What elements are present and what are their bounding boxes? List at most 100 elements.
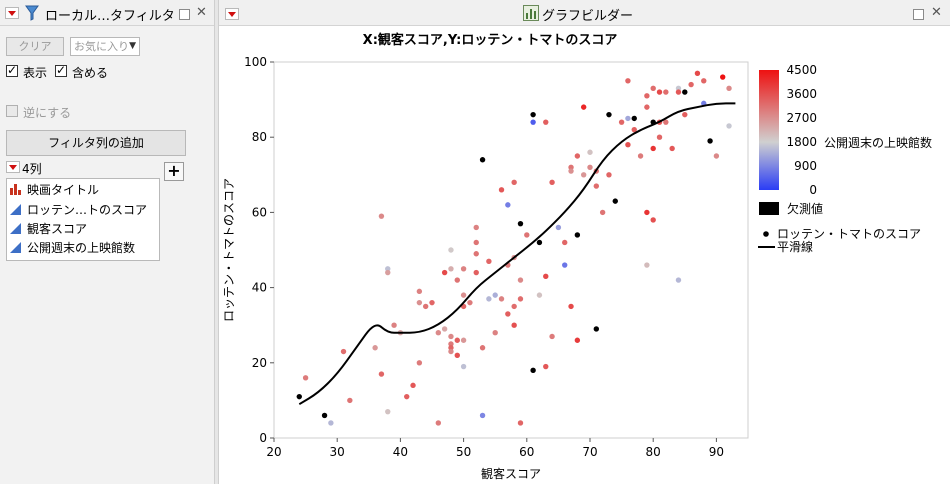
columns-menu-icon[interactable] — [6, 161, 20, 173]
x-tick-label: 80 — [646, 445, 661, 459]
data-point — [618, 119, 625, 125]
data-point — [517, 420, 524, 426]
data-point — [543, 273, 549, 280]
data-point — [473, 251, 479, 257]
data-point — [587, 164, 593, 170]
data-point — [454, 352, 460, 358]
continuous-triangle-icon — [10, 204, 21, 215]
graph-builder-icon — [523, 5, 539, 21]
data-point — [441, 269, 448, 276]
data-point — [650, 85, 656, 92]
data-point — [517, 277, 524, 283]
data-point — [707, 138, 713, 144]
favorites-dropdown[interactable]: お気に入り ▼ — [70, 37, 140, 56]
close-icon[interactable]: ✕ — [931, 5, 942, 20]
data-point — [650, 217, 656, 223]
data-point — [517, 220, 524, 227]
add-column-plus-icon[interactable]: + — [164, 162, 184, 181]
include-label: 含める — [72, 66, 109, 80]
data-point — [536, 292, 543, 298]
maximize-icon[interactable] — [913, 9, 924, 20]
data-point — [644, 209, 650, 216]
show-checkbox[interactable] — [6, 63, 18, 77]
data-point — [543, 363, 549, 370]
invert-label: 逆にする — [23, 106, 72, 120]
data-point — [385, 269, 391, 276]
column-list: 映画タイトル ロッテン…トのスコア 観客スコア 公開週末の上映館数 — [6, 178, 160, 261]
data-point — [473, 269, 479, 276]
x-tick-label: 40 — [393, 445, 408, 459]
color-scale-tick-label: 900 — [794, 159, 817, 173]
x-tick-label: 90 — [709, 445, 724, 459]
data-point — [441, 326, 448, 332]
graph-builder-menu-icon[interactable] — [225, 8, 239, 20]
data-point — [328, 420, 334, 426]
column-item-label: ロッテン…トのスコア — [27, 203, 148, 217]
pane-splitter[interactable] — [214, 0, 219, 484]
x-tick-label: 30 — [330, 445, 345, 459]
chevron-down-icon: ▼ — [129, 41, 136, 51]
data-point — [599, 209, 606, 216]
clear-button[interactable]: クリア — [6, 37, 64, 56]
data-point — [656, 134, 663, 140]
data-point — [454, 277, 460, 283]
data-point — [675, 89, 682, 95]
data-point — [644, 93, 650, 99]
data-point — [321, 412, 328, 419]
data-point — [448, 333, 454, 340]
maximize-icon[interactable] — [179, 9, 190, 20]
data-point — [574, 337, 581, 343]
data-point — [543, 119, 549, 125]
data-point — [593, 326, 600, 332]
x-tick-label: 70 — [582, 445, 597, 459]
filter-pane-title: ローカル…タフィルタ — [45, 9, 175, 24]
filter-menu-icon[interactable] — [5, 7, 19, 19]
data-point — [385, 408, 391, 415]
invert-checkbox[interactable] — [6, 105, 18, 117]
color-scale-tick-label: 3600 — [786, 87, 817, 101]
column-item-label: 映画タイトル — [27, 183, 100, 197]
add-filter-column-button[interactable]: フィルタ列の追加 — [6, 130, 186, 156]
color-scale-ticks: 4500 3600 2700 1800 900 0 — [786, 63, 817, 197]
data-point — [479, 345, 486, 351]
data-point — [460, 363, 467, 370]
graph-builder-title: グラフビルダー — [542, 9, 634, 24]
close-icon[interactable]: ✕ — [196, 5, 207, 20]
y-axis: 0 20 40 60 80 100 — [244, 55, 274, 445]
data-point — [505, 202, 511, 208]
data-point — [587, 149, 593, 155]
data-point — [435, 330, 442, 336]
data-point — [378, 213, 385, 219]
data-point — [656, 89, 663, 95]
data-point — [694, 70, 701, 76]
data-point — [448, 341, 454, 347]
data-point — [378, 371, 385, 377]
y-tick-label: 100 — [244, 55, 267, 69]
color-scale-tick-label: 1800 — [786, 135, 817, 149]
data-point — [448, 247, 454, 253]
data-point — [625, 115, 631, 122]
data-point — [631, 115, 637, 122]
data-point — [625, 78, 631, 84]
data-point — [404, 393, 410, 400]
include-checkbox[interactable] — [55, 63, 67, 77]
data-point — [296, 393, 302, 400]
plot-frame — [273, 61, 749, 439]
data-point — [549, 333, 555, 340]
data-point — [675, 277, 682, 283]
data-point — [701, 78, 707, 84]
data-point — [479, 157, 486, 163]
data-point — [498, 296, 505, 302]
color-scale-tick-label: 2700 — [786, 111, 817, 125]
data-point — [448, 266, 454, 272]
data-point — [479, 412, 486, 419]
data-point — [574, 232, 581, 238]
graph-builder-pane: グラフビルダー ✕ X:観客スコア,Y:ロッテン・トマトのスコア 20 30 40 5… — [219, 0, 950, 484]
data-point — [524, 232, 530, 238]
favorites-label: お気に入り — [74, 40, 129, 53]
data-point — [568, 303, 574, 310]
data-point — [429, 299, 435, 306]
data-point — [416, 299, 423, 306]
data-point — [644, 104, 650, 110]
funnel-icon — [25, 5, 39, 21]
